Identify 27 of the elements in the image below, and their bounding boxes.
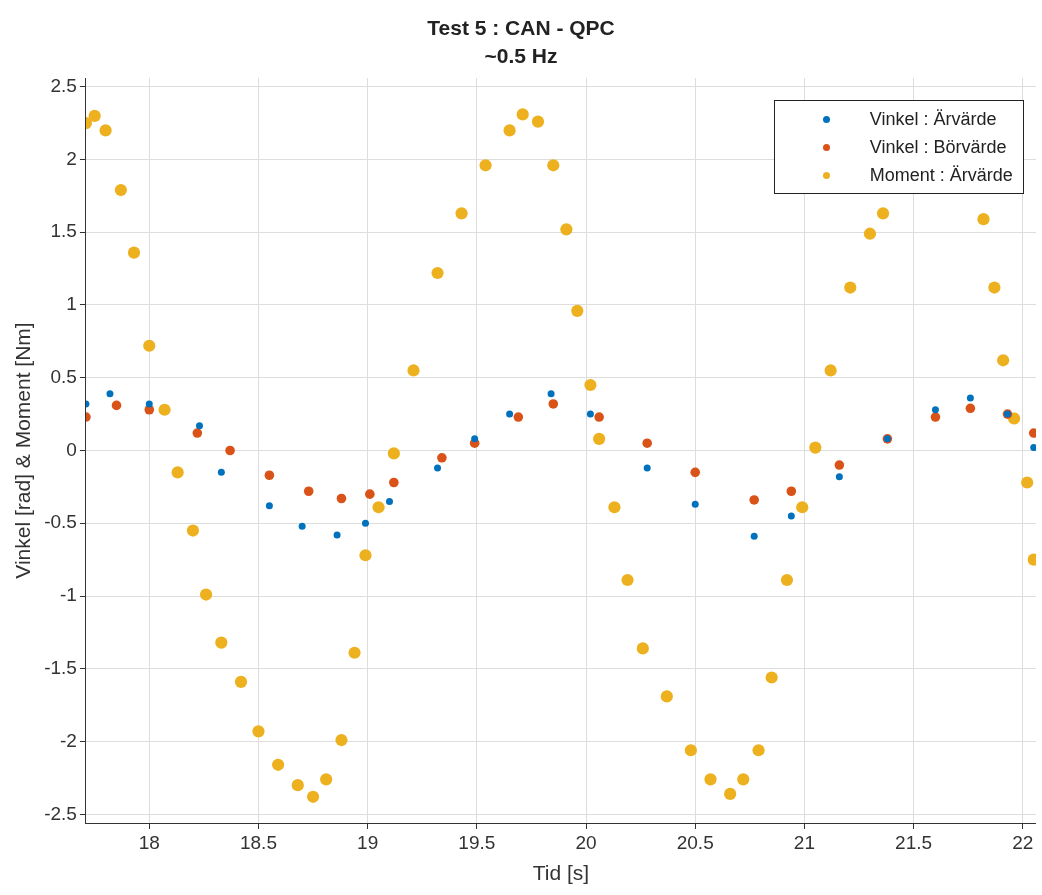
y-tick-label: -1: [60, 584, 77, 606]
y-tick-label: 2.5: [50, 74, 77, 96]
x-tick-label: 20.5: [676, 831, 714, 853]
y-tick-label: 0.5: [50, 365, 77, 387]
legend-label: Moment : Ärvärde: [869, 164, 1013, 186]
legend-label: Vinkel : Ärvärde: [869, 108, 997, 130]
y-tick-label: -1.5: [44, 657, 77, 678]
x-tick-label: 18.5: [239, 831, 277, 853]
y-axis-title: Vinkel [rad] & Moment [Nm]: [11, 322, 35, 579]
x-tick-label: 22: [1012, 831, 1034, 853]
chart-title: Test 5 : CAN - QPC: [426, 15, 616, 41]
x-axis-title: Tid [s]: [532, 861, 590, 885]
legend-label: Vinkel : Börvärde: [869, 136, 1007, 158]
y-tick-label: -0.5: [44, 511, 77, 533]
y-tick-label: -2.5: [44, 802, 77, 824]
y-tick-label: 1.5: [50, 220, 77, 242]
x-tick-label: 19.5: [458, 831, 496, 853]
y-tick-label: 2: [66, 147, 77, 169]
y-tick-label: 1: [66, 293, 77, 315]
x-tick-label: 18: [138, 831, 160, 853]
x-tick-label: 21.5: [895, 831, 933, 853]
x-tick-label: 20: [575, 831, 597, 853]
y-tick-label: 0: [66, 438, 77, 460]
y-tick-label: -2: [60, 729, 77, 751]
x-tick-label: 19: [357, 831, 379, 853]
x-tick-label: 21: [793, 831, 815, 853]
chart-subtitle: ~0.5 Hz: [483, 43, 559, 69]
